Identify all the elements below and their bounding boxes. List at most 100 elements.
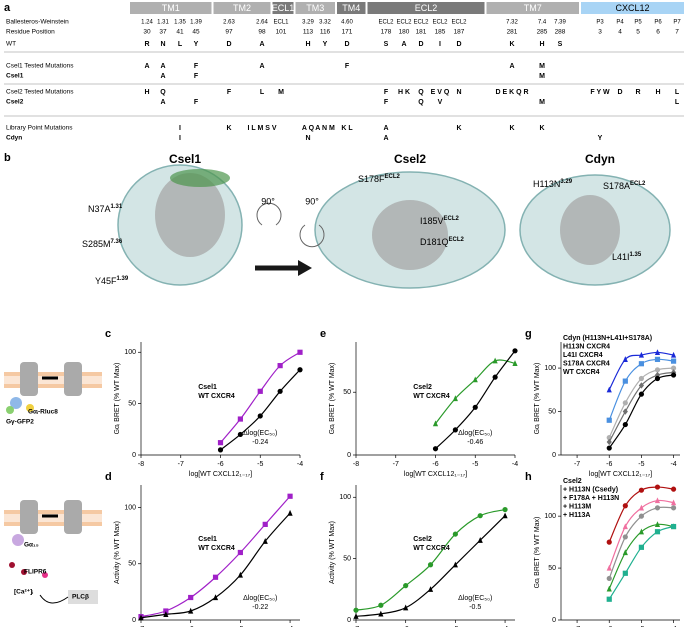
data-point — [638, 351, 645, 358]
mutation-position: ECL2 — [385, 174, 401, 180]
data-point — [477, 513, 483, 519]
legend-entry: L41I CXCR4 — [563, 352, 603, 359]
membrane — [4, 514, 102, 522]
y-axis-label: Activity (% WT Max) — [114, 521, 121, 584]
data-point — [622, 503, 628, 509]
row-label: Csel1 — [6, 73, 24, 80]
residue-letter: D — [226, 41, 231, 48]
data-point — [353, 607, 359, 613]
bw-number: ECL2 — [378, 20, 394, 26]
schematic-label: Gα₁₅ — [24, 542, 39, 549]
mutation: S178A — [603, 181, 630, 191]
annotation-label: Δlog(EC₅₀) — [243, 430, 277, 437]
legend-entry: WT CXCR4 — [413, 545, 450, 552]
panel-label: e — [320, 328, 326, 340]
annotation-value: -0.22 — [252, 604, 268, 611]
gfp — [6, 406, 14, 414]
mutation-position: ECL2 — [444, 216, 460, 222]
bw-number: 2.64 — [256, 20, 268, 26]
mutation: I185V — [420, 216, 444, 226]
rotate-arrow — [299, 224, 325, 248]
residue-letter: A — [259, 63, 264, 70]
annotation-value: -0.5 — [469, 604, 481, 611]
x-tick-label: -5 — [257, 461, 263, 468]
annotation-label: Δlog(EC₅₀) — [458, 430, 492, 437]
residue-letter: M — [539, 99, 545, 106]
residue-letter: N — [456, 89, 461, 96]
residue-letter: A Q — [302, 125, 315, 132]
y-tick-label: 0 — [347, 617, 351, 624]
data-point — [163, 611, 169, 617]
data-point — [427, 562, 434, 568]
mutation-position: 1.35 — [630, 252, 642, 258]
data-point — [257, 413, 263, 419]
residue-letter: A — [509, 63, 514, 70]
dye — [9, 562, 15, 568]
mutation: L41I — [612, 252, 630, 262]
row-label: Csel2 Tested Mutations — [6, 89, 74, 96]
residue-letter: K — [509, 41, 514, 48]
residue-letter: F — [194, 63, 199, 70]
g-protein — [12, 534, 24, 546]
y-tick-label: 50 — [128, 561, 136, 568]
residue-letter: Q — [418, 99, 424, 106]
data-point — [432, 446, 439, 452]
data-point — [670, 505, 677, 511]
data-point — [606, 438, 612, 446]
x-tick-label: -5 — [638, 461, 644, 468]
row-label: Ballesteros-Weinstein — [6, 19, 69, 26]
data-point — [287, 493, 293, 499]
schematics — [4, 362, 102, 604]
residue-letter: K — [509, 125, 514, 132]
data-point — [477, 537, 483, 543]
data-point — [638, 513, 645, 519]
annotation-value: -0.24 — [252, 439, 268, 446]
residue-letter: A — [259, 41, 264, 48]
residue-letter: Q — [418, 89, 424, 96]
mutation: N37A — [88, 204, 111, 214]
data-point — [257, 388, 263, 394]
residue-letter: A — [160, 73, 165, 80]
residue-letter: M — [539, 73, 545, 80]
bw-number: 7.4 — [538, 20, 547, 26]
annotation-value: -0.46 — [467, 439, 483, 446]
mutation: Y45F — [95, 276, 117, 286]
x-axis-label: log[WT CXCL12₁₋₁₇] — [404, 471, 467, 478]
data-point — [138, 614, 144, 621]
mutation-label: H113N3.29 — [533, 179, 573, 190]
segment-label: TM4 — [342, 3, 360, 13]
segment — [486, 2, 579, 14]
segment — [581, 2, 684, 14]
mutation-position: 1.39 — [117, 276, 129, 282]
data-point — [237, 571, 243, 578]
residue-number: 180 — [399, 29, 410, 36]
x-tick-label: -5 — [237, 626, 243, 627]
mutation-position: ECL2 — [630, 181, 646, 187]
residue-letter: K L — [341, 125, 353, 132]
mutation: H113N — [533, 179, 560, 189]
data-point — [217, 440, 224, 446]
residue-letter: F — [194, 73, 199, 80]
legend-entry: + H113N (Csedy) — [563, 486, 618, 493]
fit-curve — [140, 512, 291, 619]
fit-curve — [608, 525, 674, 600]
residue-number: 5 — [636, 29, 640, 36]
data-point — [237, 416, 243, 422]
residue-letter: I — [179, 125, 181, 132]
residue-letter: Q — [160, 89, 166, 96]
residue-letter: H — [655, 89, 660, 96]
x-tick-label: -4 — [670, 461, 676, 468]
data-point — [606, 575, 612, 582]
data-point — [472, 404, 478, 410]
residue-number: 281 — [507, 29, 518, 36]
x-tick-label: -7 — [178, 461, 184, 468]
data-point — [622, 523, 628, 530]
data-point — [237, 431, 243, 438]
structure-title: Cdyn — [585, 152, 615, 166]
residue-number: 178 — [381, 29, 392, 36]
x-tick-label: -7 — [574, 626, 580, 627]
data-point — [654, 349, 661, 356]
x-tick-label: -6 — [217, 461, 223, 468]
data-point — [606, 417, 612, 423]
residue-letter: A — [401, 41, 406, 48]
